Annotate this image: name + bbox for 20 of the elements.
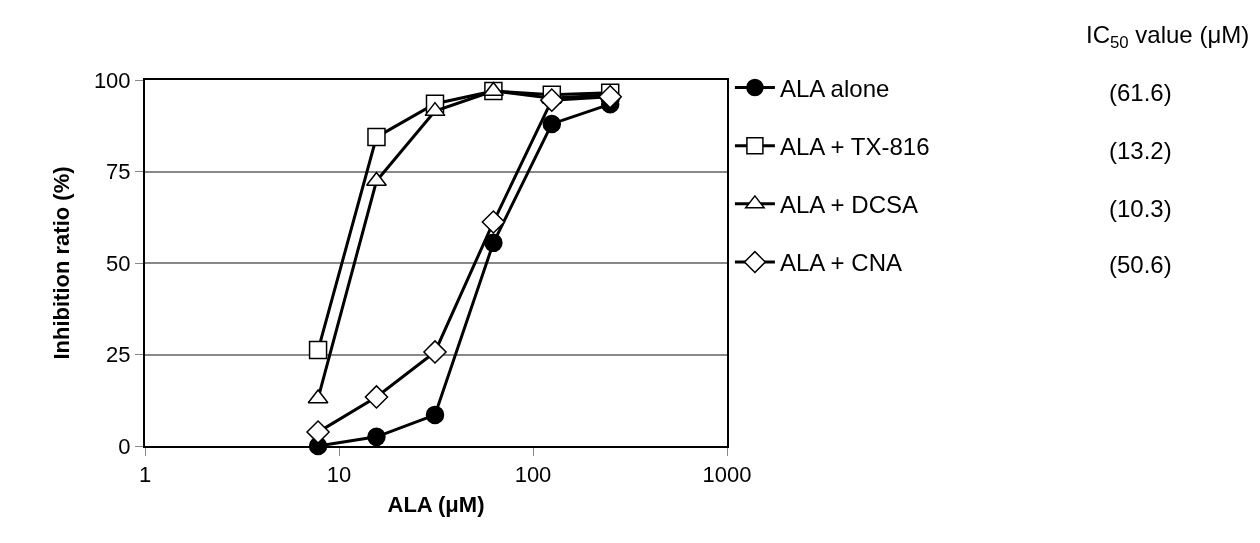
x-axis-title: ALA (μM): [387, 491, 485, 517]
x-tick-label: 1: [138, 462, 152, 488]
text: (61.6): [1109, 79, 1172, 106]
text: IC$_{50}$ value (μM): [1086, 21, 1250, 53]
y-tick-label: 75: [106, 159, 131, 185]
text: (13.2): [1109, 137, 1172, 164]
y-tick-label: 0: [118, 433, 131, 459]
x-tick-label: 100: [514, 462, 552, 488]
text: (10.3): [1109, 195, 1172, 222]
x-tick-label: 10: [326, 462, 352, 488]
legend-label: ALA + DCSA: [779, 191, 918, 219]
text: (50.6): [1109, 251, 1172, 278]
y-tick-label: 50: [106, 250, 131, 276]
legend-label: ALA alone: [779, 74, 890, 102]
y-tick-label: 100: [93, 67, 131, 93]
x-tick-label: 1000: [702, 462, 752, 488]
legend-label: ALA + TX-816: [779, 133, 930, 161]
y-axis-title: Inhibition ratio (%): [49, 166, 75, 360]
legend-label: ALA + CNA: [779, 249, 902, 277]
y-tick-label: 25: [106, 342, 131, 368]
